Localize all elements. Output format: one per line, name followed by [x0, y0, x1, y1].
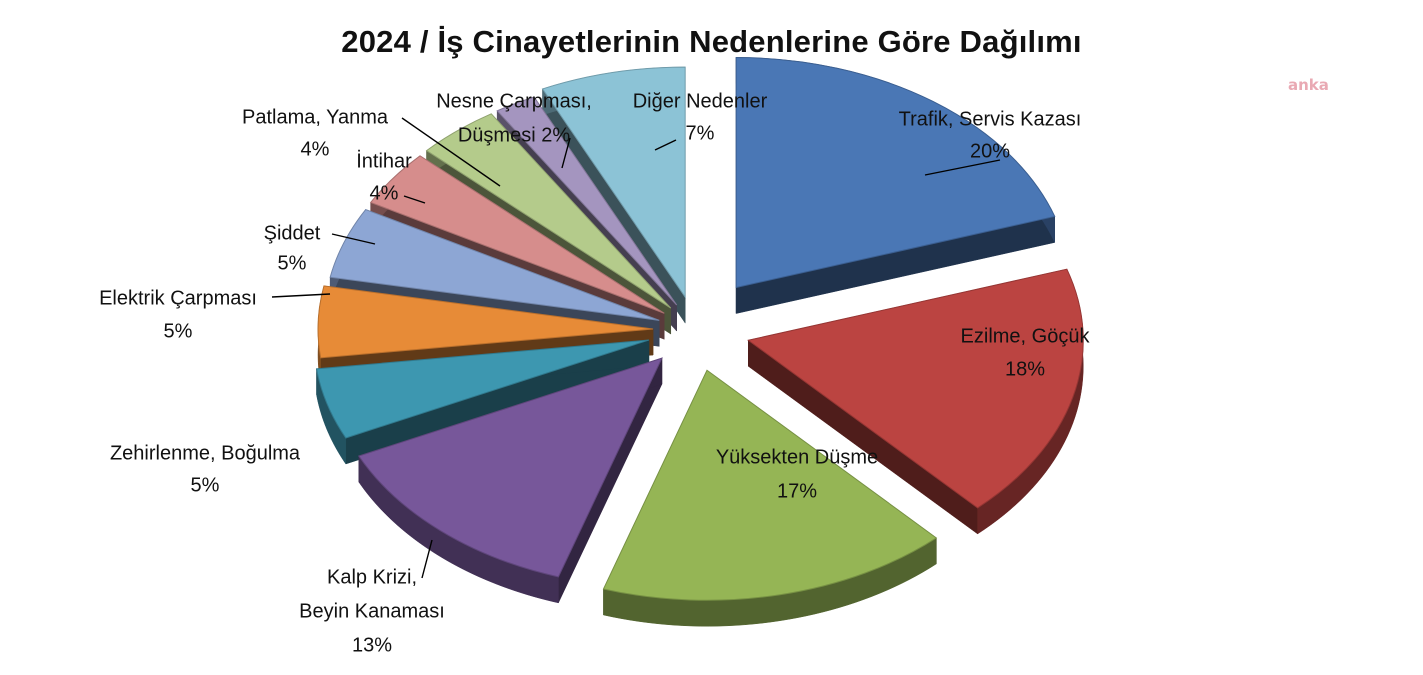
slice-0-top — [735, 57, 1056, 289]
slice-9-value: Düşmesi 2% — [458, 124, 570, 146]
slice-7-label: İntihar — [356, 149, 412, 172]
slice-7-leader — [403, 195, 426, 204]
slice-7-top — [369, 155, 665, 314]
slice-9-label: Nesne Çarpması, — [436, 90, 592, 112]
slice-9-top — [496, 96, 678, 306]
slice-1-value: 18% — [1005, 358, 1045, 380]
slice-5-top — [317, 285, 654, 359]
slice-0-label: Trafik, Servis Kazası — [899, 108, 1082, 130]
slice-4-value: 5% — [191, 474, 220, 496]
slice-3-label-2: Beyin Kanaması — [299, 600, 445, 622]
slice-2-label: Yüksekten Düşme — [716, 446, 878, 468]
slice-6-top — [329, 208, 660, 321]
slice-10-leader — [654, 139, 677, 151]
slice-10-label: Diğer Nedenler — [633, 90, 768, 112]
slice-1-top — [747, 268, 1084, 509]
slice-8-value: 4% — [301, 138, 330, 160]
slice-6-leader — [331, 233, 376, 245]
slice-8-leader — [401, 117, 501, 187]
slice-10-value: 7% — [686, 122, 715, 144]
slice-8-label: Patlama, Yanma — [242, 106, 389, 128]
slice-2-value: 17% — [777, 480, 817, 502]
slice-3-label: Kalp Krizi, — [327, 566, 417, 588]
slice-10-top — [541, 66, 686, 299]
pie-tops — [315, 57, 1084, 601]
slice-9-leader — [561, 137, 571, 169]
slice-7-value: 4% — [370, 182, 399, 204]
slice-5-leader — [271, 293, 331, 298]
leader-lines — [271, 117, 1001, 579]
slice-4-top — [315, 339, 650, 439]
slice-6-label: Şiddet — [264, 222, 321, 244]
slice-0-value: 20% — [970, 140, 1010, 162]
slice-1-label: Ezilme, Göçük — [961, 325, 1091, 347]
slice-3-leader — [421, 539, 433, 579]
watermark: anka — [1288, 76, 1329, 94]
slice-3-value: 13% — [352, 634, 392, 656]
slice-8-top — [425, 113, 672, 309]
slice-6-value: 5% — [278, 252, 307, 274]
slice-4-label: Zehirlenme, Boğulma — [110, 442, 301, 464]
slice-0-leader — [924, 159, 1001, 176]
slice-5-value: 5% — [164, 320, 193, 342]
slice-5-label: Elektrik Çarpması — [99, 287, 257, 309]
slice-3-top — [358, 357, 663, 578]
chart-title: 2024 / İş Cinayetlerinin Nedenlerine Gör… — [341, 24, 1082, 59]
slice-labels: Trafik, Servis Kazası 20% Ezilme, Göçük 18%… — [99, 90, 1090, 656]
slice-2-top — [602, 369, 938, 601]
